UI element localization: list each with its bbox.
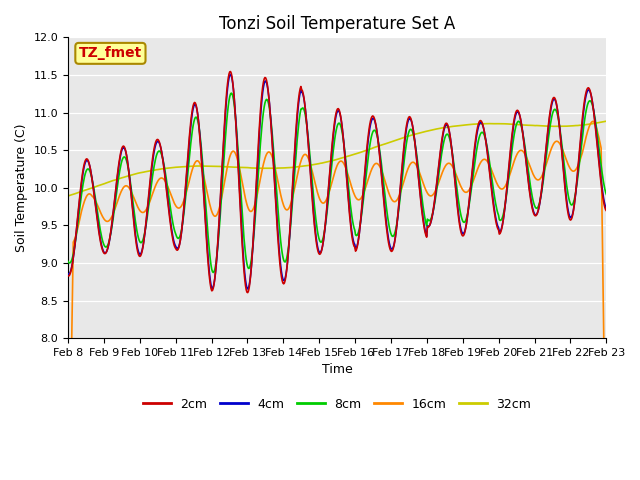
- Title: Tonzi Soil Temperature Set A: Tonzi Soil Temperature Set A: [219, 15, 455, 33]
- X-axis label: Time: Time: [322, 363, 353, 376]
- Y-axis label: Soil Temperature (C): Soil Temperature (C): [15, 123, 28, 252]
- Legend: 2cm, 4cm, 8cm, 16cm, 32cm: 2cm, 4cm, 8cm, 16cm, 32cm: [138, 393, 536, 416]
- Text: TZ_fmet: TZ_fmet: [79, 47, 142, 60]
